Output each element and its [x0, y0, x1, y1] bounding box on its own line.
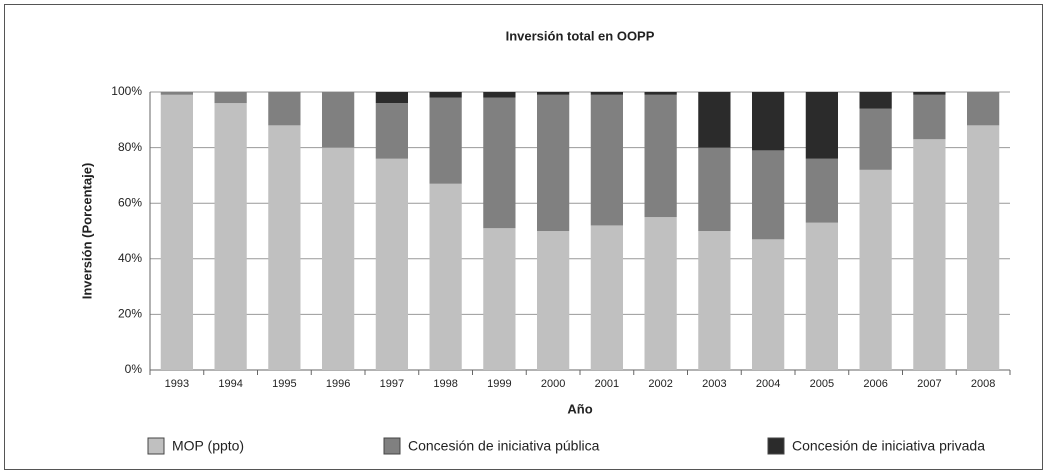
bar-segment	[537, 231, 570, 370]
bar-segment	[752, 239, 785, 370]
legend-swatch	[767, 437, 785, 455]
x-tick-label: 2000	[541, 378, 565, 390]
bar-segment	[160, 94, 193, 370]
bar-segment	[214, 92, 247, 104]
y-tick-label: 100%	[111, 84, 142, 98]
x-tick-label: 1994	[218, 378, 242, 390]
bar-segment	[805, 222, 838, 370]
bar-segment	[375, 103, 408, 159]
bar-segment	[967, 125, 1000, 370]
bar-segment	[752, 150, 785, 240]
bar-segment	[537, 92, 570, 95]
bar-segment	[590, 225, 623, 370]
x-tick-label: 2006	[863, 378, 887, 390]
bar-segment	[429, 92, 462, 98]
bar-segment	[483, 228, 516, 370]
bar-segment	[805, 158, 838, 223]
bar-segment	[590, 94, 623, 226]
x-tick-label: 2003	[702, 378, 726, 390]
y-tick-label: 0%	[125, 362, 143, 376]
y-tick-label: 20%	[118, 307, 142, 321]
x-tick-label: 1995	[272, 378, 296, 390]
x-tick-label: 2007	[917, 378, 941, 390]
y-tick-label: 80%	[118, 140, 142, 154]
bar-segment	[752, 92, 785, 151]
bar-segment	[537, 94, 570, 231]
x-tick-label: 2008	[971, 378, 995, 390]
bar-segment	[698, 92, 731, 148]
x-tick-label: 2004	[756, 378, 780, 390]
legend-label: Concesión de iniciativa pública	[408, 438, 600, 454]
legend-swatch	[147, 437, 165, 455]
bar-segment	[375, 92, 408, 104]
bar-segment	[913, 139, 946, 370]
bar-segment	[859, 169, 892, 370]
y-tick-label: 40%	[118, 251, 142, 265]
bar-segment	[805, 92, 838, 159]
bar-segment	[322, 92, 355, 148]
bar-segment	[913, 92, 946, 95]
chart-title: Inversión total en OOPP	[506, 28, 655, 43]
bar-segment	[644, 92, 677, 95]
bar-segment	[483, 97, 516, 229]
bar-segment	[429, 183, 462, 370]
x-tick-label: 2001	[595, 378, 619, 390]
bar-segment	[214, 103, 247, 371]
x-tick-label: 2005	[810, 378, 834, 390]
bar-segment	[268, 125, 301, 370]
bar-segment	[644, 94, 677, 218]
bar-segment	[322, 147, 355, 370]
legend-swatch	[383, 437, 401, 455]
bar-segment	[859, 92, 892, 109]
bar-segment	[967, 92, 1000, 126]
bar-segment	[644, 217, 677, 370]
bar-segment	[590, 92, 623, 95]
bar-segment	[859, 108, 892, 170]
bar-segment	[913, 94, 946, 140]
bar-segment	[268, 92, 301, 126]
bar-segment	[483, 92, 516, 98]
y-tick-label: 60%	[118, 195, 142, 209]
x-tick-label: 1993	[165, 378, 189, 390]
bar-segment	[698, 231, 731, 370]
y-axis-label: Inversión (Porcentaje)	[79, 163, 94, 300]
x-tick-label: 1999	[487, 378, 511, 390]
x-tick-label: 1998	[433, 378, 457, 390]
x-tick-label: 1997	[380, 378, 404, 390]
bar-segment	[698, 147, 731, 231]
bar-segment	[160, 92, 193, 95]
bar-segment	[375, 158, 408, 370]
legend-label: MOP (ppto)	[172, 438, 244, 454]
x-tick-label: 1996	[326, 378, 350, 390]
bar-segment	[429, 97, 462, 184]
legend-label: Concesión de iniciativa privada	[792, 438, 985, 454]
x-axis-label: Año	[567, 401, 592, 416]
x-tick-label: 2002	[648, 378, 672, 390]
